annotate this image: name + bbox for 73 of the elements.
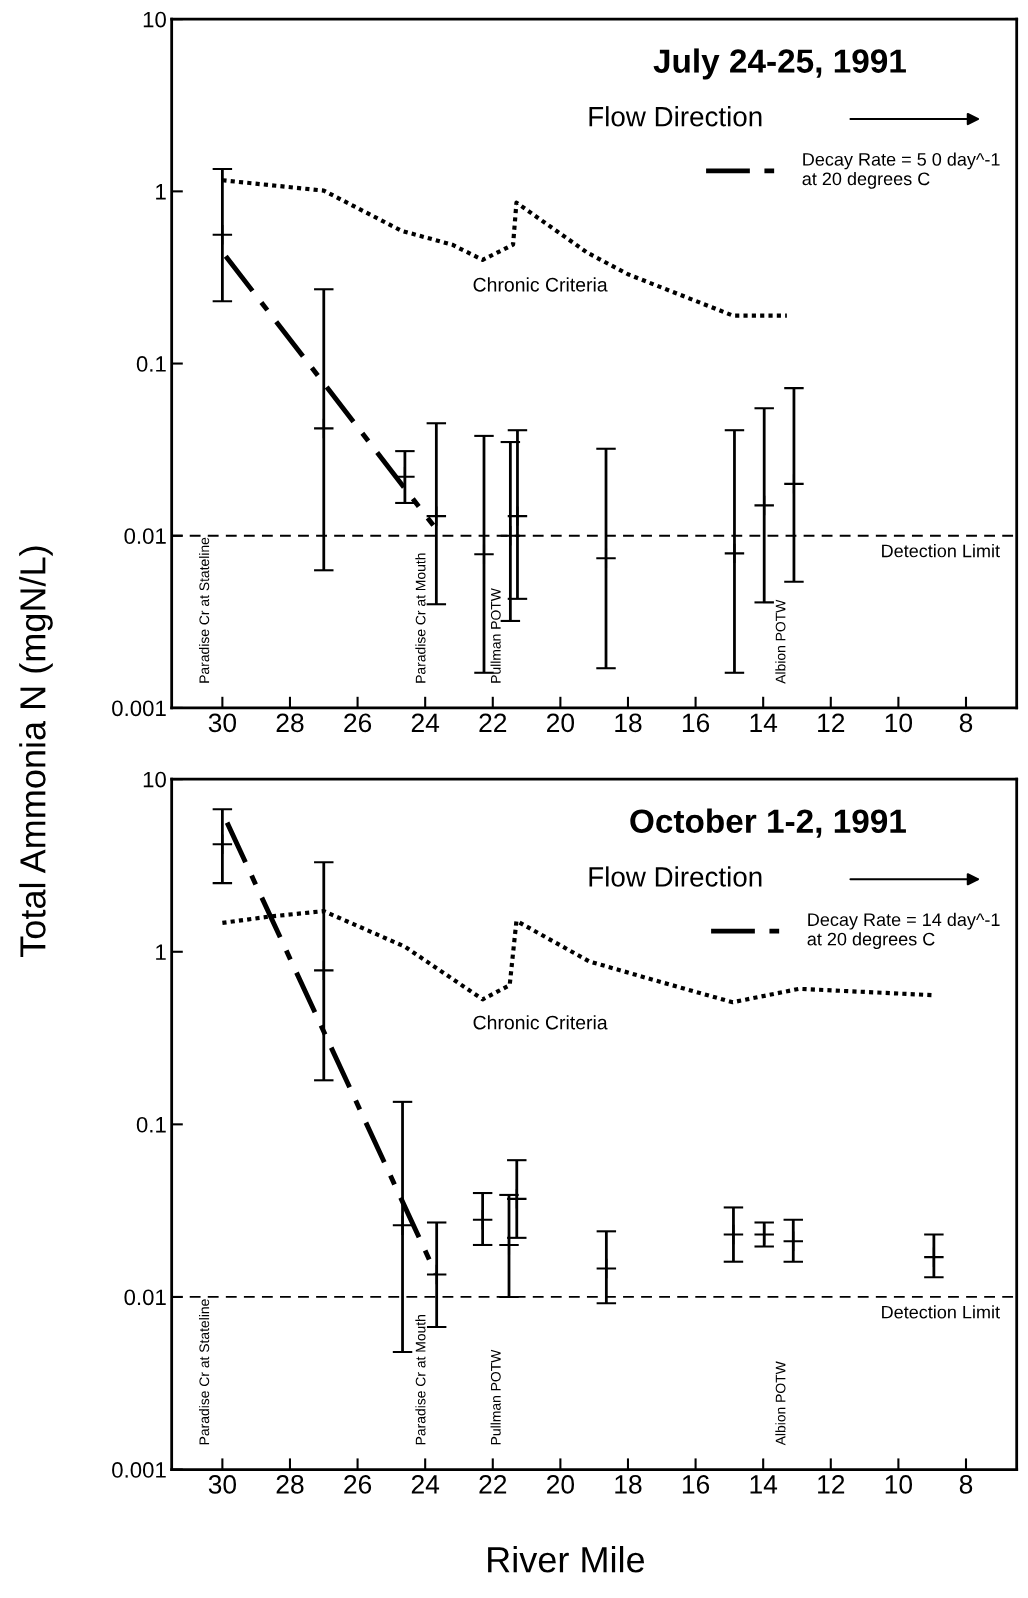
x-tick-label: 10 — [885, 1475, 913, 1494]
x-tick-label: 20 — [547, 713, 575, 733]
point — [723, 542, 746, 565]
point — [782, 1230, 805, 1253]
x-axis-title: River Mile — [488, 1546, 645, 1573]
point — [753, 494, 775, 517]
annotation: Pullman POTW — [490, 588, 501, 683]
point — [595, 547, 617, 570]
x-tick-label: 18 — [615, 1475, 642, 1494]
y-tick-label: 0.1 — [136, 356, 166, 372]
x-tick-label: 30 — [208, 713, 237, 733]
x-tick-label: 24 — [411, 1475, 440, 1494]
point — [425, 1263, 448, 1286]
annotation: Chronic Criteria — [473, 277, 608, 292]
x-tick-label: 12 — [818, 1475, 845, 1494]
text: October 1-2, 1991 — [630, 808, 906, 838]
y-tick-label: 10 — [143, 771, 166, 788]
annotation: Pullman POTW — [490, 1349, 501, 1445]
x-tick-label: 16 — [682, 713, 710, 733]
point — [783, 473, 805, 495]
point — [595, 1257, 618, 1280]
y-tick-label: 0.001 — [112, 1462, 166, 1478]
legend-label: Decay Rate = 14 day^-1 at 20 degrees C — [807, 912, 1000, 950]
x-tick-label: 28 — [276, 1475, 304, 1494]
point — [923, 1246, 945, 1268]
x-tick-label: 14 — [750, 1475, 778, 1494]
point — [211, 833, 234, 855]
x-tick-label: 26 — [344, 713, 372, 733]
x-tick-label: 10 — [885, 713, 913, 733]
x-tick-label: 22 — [479, 713, 507, 732]
text: July 24-25, 1991 — [653, 48, 906, 80]
annotation: Paradise Cr at Mouth — [415, 553, 426, 683]
point — [506, 505, 529, 527]
x-tick-label: 16 — [682, 1475, 710, 1494]
annotation: Paradise Cr at Mouth — [415, 1315, 426, 1445]
annotation: Paradise Cr at Stateline — [199, 1299, 210, 1445]
point — [211, 223, 234, 246]
annotation: Paradise Cr at Stateline — [199, 537, 210, 683]
x-tick-label: 22 — [479, 1475, 507, 1494]
x-tick-label: 14 — [750, 713, 778, 732]
annotation: Chronic Criteria — [473, 1015, 608, 1030]
x-tick-label: 8 — [959, 1475, 973, 1494]
point — [313, 959, 335, 982]
point — [506, 1188, 528, 1210]
annotation: Flow Direction — [589, 866, 762, 887]
y-axis-title: Total Ammonia N (mgN/L) — [19, 546, 53, 957]
y-tick-label: 0.001 — [112, 700, 166, 717]
annotation: Flow Direction — [589, 106, 762, 127]
point — [391, 1214, 414, 1237]
y-tick-label: 1 — [156, 944, 166, 960]
x-tick-label: 30 — [208, 1475, 237, 1494]
y-tick-label: 0.01 — [124, 1289, 166, 1306]
point — [722, 1223, 745, 1246]
x-tick-label: 12 — [818, 713, 845, 732]
y-tick-label: 1 — [156, 184, 166, 200]
legend-label: Decay Rate = 5 0 day^-1 at 20 degrees C — [802, 152, 1000, 189]
y-tick-label: 0.01 — [124, 528, 166, 544]
x-tick-label: 18 — [615, 713, 642, 733]
point — [425, 505, 448, 527]
x-tick-label: 8 — [959, 713, 973, 733]
x-tick-label: 26 — [344, 1475, 372, 1494]
point — [313, 417, 335, 440]
annotation: Albion POTW — [775, 1361, 786, 1446]
point — [473, 543, 495, 566]
x-tick-label: 28 — [276, 713, 304, 733]
y-tick-label: 0.1 — [136, 1116, 166, 1133]
y-tick-label: 10 — [143, 11, 166, 28]
point — [471, 1209, 494, 1231]
x-tick-label: 20 — [547, 1475, 575, 1494]
annotation: Albion POTW — [775, 599, 786, 684]
ref-line-label: Detection Limit — [882, 1305, 1000, 1319]
ref-line-label: Detection Limit — [882, 544, 1000, 558]
x-tick-label: 24 — [411, 713, 440, 732]
